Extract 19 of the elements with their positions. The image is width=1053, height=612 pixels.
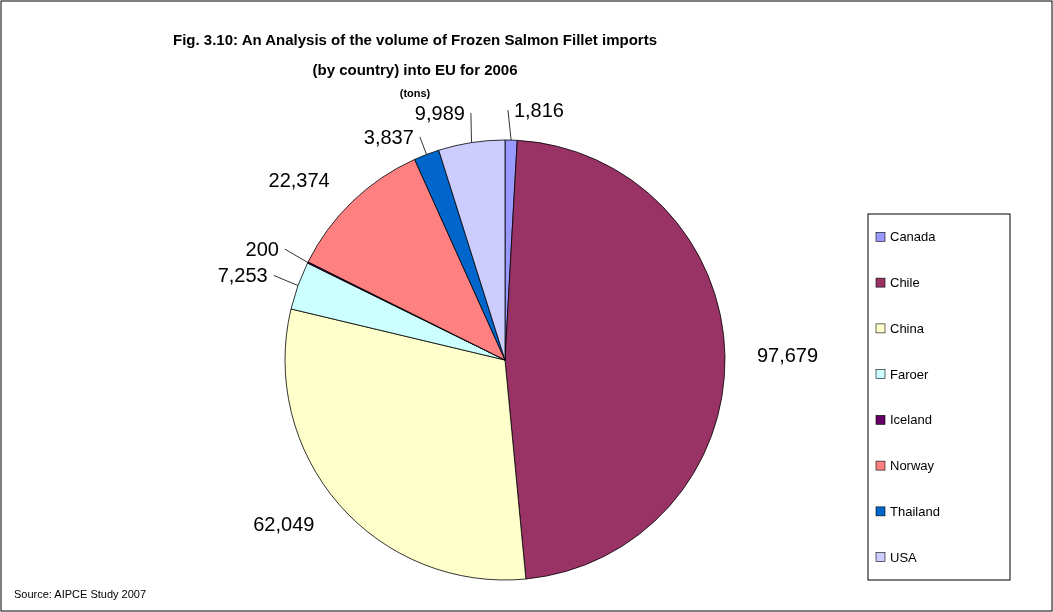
- data-label: 3,837: [363, 125, 414, 148]
- legend-label: Canada: [890, 229, 937, 245]
- legend-label: Faroer: [890, 366, 929, 382]
- data-label: 62,049: [253, 513, 315, 536]
- legend-label: USA: [890, 549, 918, 565]
- legend-label: Norway: [890, 458, 935, 474]
- chart-subtitle: (tons): [399, 87, 431, 99]
- data-label: 1,816: [513, 99, 565, 122]
- legend-label: Thailand: [890, 503, 940, 519]
- data-label: 9,989: [414, 101, 465, 124]
- data-label: 7,253: [217, 264, 268, 287]
- chart-title: Fig. 3.10: An Analysis of the volume of Frozen Salmon Fillet imports (by country) into EU for 2006: [173, 31, 657, 78]
- legend-label: Chile: [890, 275, 920, 291]
- data-label: 97,679: [756, 344, 819, 367]
- legend-label: Iceland: [890, 412, 932, 428]
- source-note: Source: AIPCE Study 2007: [14, 588, 147, 600]
- legend-label: China: [890, 320, 925, 336]
- data-label: 200: [245, 238, 279, 261]
- data-label: 22,374: [268, 168, 330, 191]
